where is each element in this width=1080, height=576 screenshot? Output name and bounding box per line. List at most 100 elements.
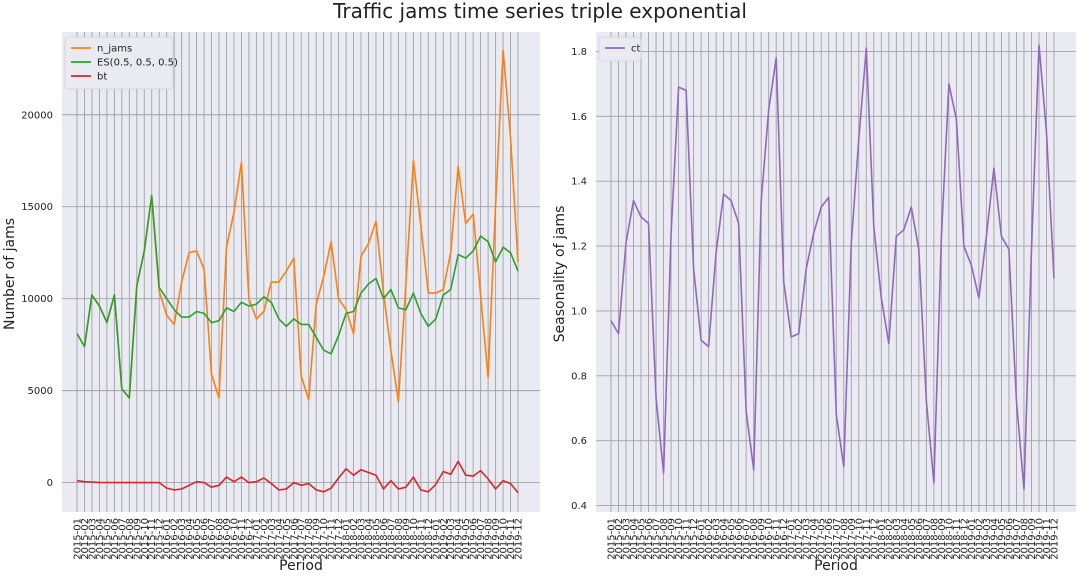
- data-point: [151, 482, 153, 484]
- x-tick-label: 2017-07: [832, 518, 843, 560]
- data-point: [925, 401, 927, 403]
- data-point: [910, 206, 912, 208]
- x-tick-label: 2016-07: [742, 518, 753, 560]
- data-point: [465, 474, 467, 476]
- y-tick-label: 1.0: [571, 306, 587, 317]
- y-tick-label: 20000: [21, 110, 53, 121]
- x-tick-label: 2019-02: [439, 518, 450, 560]
- x-tick-label: 2019-01: [967, 518, 978, 560]
- data-point: [136, 285, 138, 287]
- x-tick-label: 2016-11: [772, 518, 783, 560]
- data-point: [143, 482, 145, 484]
- x-tick-label: 2016-05: [192, 518, 203, 560]
- data-point: [420, 312, 422, 314]
- data-point: [368, 472, 370, 474]
- data-point: [308, 324, 310, 326]
- data-point: [495, 488, 497, 490]
- x-tick-label: 2018-06: [914, 518, 925, 560]
- data-point: [633, 200, 635, 202]
- data-point: [790, 336, 792, 338]
- x-tick-label: 2017-08: [839, 518, 850, 560]
- x-tick-label: 2018-01: [877, 518, 888, 560]
- data-point: [300, 375, 302, 377]
- x-axis-label: Period: [814, 558, 858, 574]
- data-point: [181, 488, 183, 490]
- x-tick-label: 2016-10: [229, 518, 240, 560]
- x-tick-label: 2019-07: [476, 518, 487, 560]
- data-point: [218, 484, 220, 486]
- data-point: [768, 109, 770, 111]
- data-point: [442, 471, 444, 473]
- x-tick-label: 2017-11: [327, 518, 338, 560]
- data-point: [270, 483, 272, 485]
- data-point: [166, 298, 168, 300]
- data-point: [173, 489, 175, 491]
- data-point: [188, 484, 190, 486]
- data-point: [648, 222, 650, 224]
- x-tick-label: 2016-02: [704, 518, 715, 560]
- x-tick-label: 2018-11: [952, 518, 963, 560]
- data-point: [405, 486, 407, 488]
- x-tick-label: 2016-03: [712, 518, 723, 560]
- x-tick-label: 2018-09: [937, 518, 948, 560]
- data-point: [835, 414, 837, 416]
- data-point: [1016, 401, 1018, 403]
- data-point: [700, 339, 702, 341]
- data-point: [738, 222, 740, 224]
- y-tick-label: 15000: [21, 202, 53, 213]
- x-tick-label: 2018-03: [892, 518, 903, 560]
- y-tick-label: 0.4: [571, 501, 587, 512]
- data-point: [383, 298, 385, 300]
- data-point: [203, 482, 205, 484]
- x-tick-label: 2017-03: [802, 518, 813, 560]
- x-tick-label: 2015-01: [607, 518, 618, 560]
- data-point: [420, 224, 422, 226]
- data-point: [323, 276, 325, 278]
- x-tick-label: 2017-09: [847, 518, 858, 560]
- data-point: [398, 488, 400, 490]
- x-tick-label: 2015-05: [637, 518, 648, 560]
- y-tick-label: 1.4: [571, 177, 587, 188]
- data-point: [487, 377, 489, 379]
- data-point: [753, 469, 755, 471]
- data-point: [510, 136, 512, 138]
- x-tick-label: 2017-04: [809, 518, 820, 560]
- data-point: [1008, 248, 1010, 250]
- data-point: [1046, 132, 1048, 134]
- data-point: [158, 287, 160, 289]
- data-point: [338, 298, 340, 300]
- data-point: [828, 197, 830, 199]
- data-point: [843, 466, 845, 468]
- data-point: [865, 47, 867, 49]
- x-tick-label: 2019-04: [989, 518, 1000, 560]
- x-tick-label: 2015-03: [87, 518, 98, 560]
- x-axis-label: Period: [279, 558, 323, 574]
- jams-count-chart: 2015-012015-022015-032015-042015-052015-…: [2, 32, 540, 574]
- data-point: [300, 324, 302, 326]
- data-point: [640, 216, 642, 218]
- data-point: [76, 480, 78, 482]
- data-point: [375, 221, 377, 223]
- data-point: [233, 481, 235, 483]
- x-tick-label: 2015-09: [132, 518, 143, 560]
- data-point: [278, 281, 280, 283]
- data-point: [971, 265, 973, 267]
- x-tick-label: 2015-08: [659, 518, 670, 560]
- data-point: [487, 241, 489, 243]
- data-point: [978, 297, 980, 299]
- data-point: [465, 257, 467, 259]
- x-tick-label: 2019-09: [1027, 518, 1038, 560]
- data-point: [618, 333, 620, 335]
- data-point: [121, 388, 123, 390]
- data-point: [880, 297, 882, 299]
- data-point: [211, 322, 213, 324]
- data-point: [798, 333, 800, 335]
- data-point: [472, 475, 474, 477]
- data-point: [427, 325, 429, 327]
- x-tick-label: 2016-06: [734, 518, 745, 560]
- data-point: [495, 204, 497, 206]
- x-tick-label: 2015-11: [682, 518, 693, 560]
- series-line-0: [610, 44, 1055, 491]
- data-point: [248, 298, 250, 300]
- data-point: [241, 301, 243, 303]
